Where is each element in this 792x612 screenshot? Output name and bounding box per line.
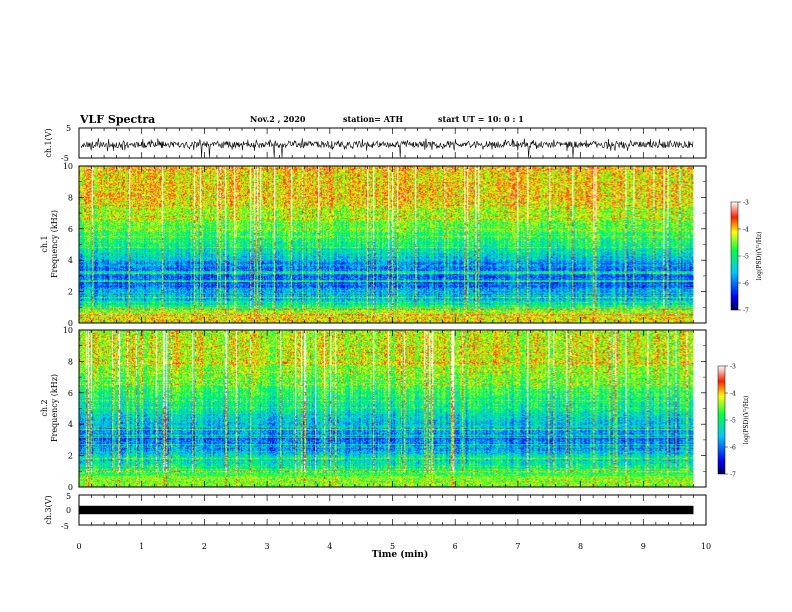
ch1-spectrogram-ytick-label: 2 [68, 288, 73, 297]
time-tick-label: 4 [327, 542, 332, 551]
ch1-spectrogram-yticks: 0 2 4 6 8 10 [63, 162, 706, 328]
ch1-waveform-ticks [78, 128, 707, 158]
time-tick-label: 1 [139, 542, 144, 551]
time-tick-label: 9 [641, 542, 646, 551]
ch2-spectrogram-ytick-label: 6 [68, 389, 73, 398]
ch2-spectrogram-xticks [78, 330, 707, 487]
ch2-spectrogram-channel-label: ch.2 [40, 399, 49, 416]
ch2-colorbar [717, 365, 726, 475]
time-tick-label: 6 [453, 542, 458, 551]
ch2-colorbar-tick-label: -5 [730, 418, 736, 425]
ch1-ylabel: ch.1(V) [44, 128, 53, 157]
ch3-ytick-mid: 0 [66, 506, 71, 515]
ch1-spectrogram-ytick-label: 0 [68, 319, 73, 328]
time-tick-label: 5 [390, 542, 395, 551]
ch1-spectrogram-image [79, 166, 694, 323]
time-axis-tick-labels: 0 1 2 3 4 5 6 7 8 9 10 [76, 542, 711, 551]
time-tick-label: 2 [202, 542, 207, 551]
time-tick-label: 3 [265, 542, 270, 551]
ch2-colorbar-tick-label: -4 [730, 391, 736, 398]
ch2-colorbar-label: log(PSD)(V²/Hz) [743, 396, 750, 445]
ch2-spectrogram-ytick-label: 0 [68, 483, 73, 492]
time-tick-label: 0 [76, 542, 81, 551]
ch2-colorbar-ticks: -3 -4 -5 -6 -7 [725, 364, 736, 479]
ch1-colorbar-tick-label: -5 [743, 254, 749, 261]
ch2-spectrogram-yticks: 0 2 4 6 8 10 [63, 326, 706, 492]
ch3-waveform-panel: 5 0 -5 ch.3(V) 0 1 2 3 4 5 6 7 8 9 10 Time (min) [44, 492, 711, 560]
ch1-spectrogram-ytick-label: 6 [68, 225, 73, 234]
date-label: Nov.2 , 2020 [250, 114, 306, 124]
ch2-spectrogram-ytick-label: 2 [68, 452, 73, 461]
ch1-colorbar-label: log(PSD)(V²/Hz) [756, 232, 763, 281]
ch1-ytick-top: 5 [66, 124, 71, 133]
ch2-colorbar-tick-label: -6 [730, 445, 736, 452]
time-axis-label: Time (min) [372, 549, 429, 560]
time-tick-label: 10 [701, 542, 711, 551]
ch1-colorbar-tick-label: -4 [743, 227, 749, 234]
ch2-spectrogram-ylabel: Frequency (kHz) [50, 374, 59, 442]
start-time-label: start UT = 10: 0 : 1 [438, 114, 524, 124]
ch3-waveform-ticks [78, 495, 707, 525]
time-tick-label: 8 [578, 542, 583, 551]
ch2-colorbar-tick-label: -3 [730, 364, 736, 371]
ch2-spectrogram-ytick-label: 10 [63, 326, 73, 335]
figure-title: VLF Spectra [79, 113, 155, 126]
ch3-ytick-top: 5 [66, 492, 71, 501]
ch1-spectrogram-ytick-label: 4 [68, 256, 73, 265]
ch1-colorbar-tick-label: -3 [743, 200, 749, 207]
time-tick-label: 7 [515, 542, 520, 551]
ch1-colorbar-tick-label: -7 [743, 308, 749, 315]
ch1-spectrogram-ytick-label: 10 [63, 162, 73, 171]
ch1-spectrogram-ytick-label: 8 [68, 193, 73, 202]
ch1-spectrogram-ylabel: Frequency (kHz) [50, 210, 59, 278]
ch2-spectrogram-ytick-label: 8 [68, 357, 73, 366]
ch1-colorbar-ticks: -3 -4 -5 -6 -7 [738, 200, 749, 315]
ch1-colorbar-tick-label: -6 [743, 281, 749, 288]
ch1-colorbar [730, 201, 739, 311]
ch1-spectrogram-xticks [78, 166, 707, 323]
ch3-ytick-bottom: -5 [61, 522, 69, 531]
ch2-spectrogram-image [79, 330, 694, 487]
station-label: station= ATH [343, 114, 403, 124]
ch1-ytick-bottom: -5 [61, 154, 69, 163]
ch2-colorbar-tick-label: -7 [730, 472, 736, 479]
ch1-waveform-trace [80, 138, 694, 158]
ch1-waveform-panel: 5 -5 ch.1(V) [44, 124, 707, 163]
ch1-spectrogram-channel-label: ch.1 [40, 235, 49, 252]
ch3-waveform-trace [79, 505, 694, 515]
ch3-ylabel: ch.3(V) [44, 495, 53, 524]
ch2-spectrogram-ytick-label: 4 [68, 420, 73, 429]
